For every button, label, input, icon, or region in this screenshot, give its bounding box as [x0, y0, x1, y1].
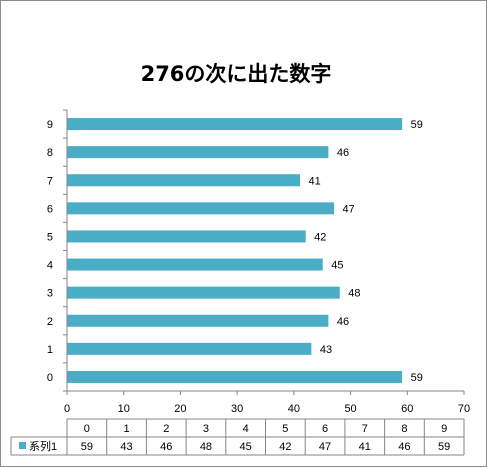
x-tick-label: 20	[174, 403, 186, 415]
bar	[67, 258, 323, 271]
data-label: 47	[343, 203, 355, 215]
bar	[67, 174, 301, 187]
bar	[67, 314, 329, 327]
bar	[67, 370, 403, 383]
table-header-cell: 0	[84, 423, 90, 435]
table-value-cell: 41	[359, 441, 371, 453]
table-header-cell: 9	[441, 423, 447, 435]
bar	[67, 342, 312, 355]
table-header-cell: 8	[401, 423, 407, 435]
data-label: 59	[411, 372, 423, 384]
bar	[67, 118, 403, 131]
y-tick-label: 3	[47, 288, 53, 300]
table-value-cell: 48	[200, 441, 212, 453]
table-header-cell: 7	[362, 423, 368, 435]
legend-series-name: 系列1	[29, 439, 57, 453]
data-label: 42	[314, 231, 326, 243]
table-value-cell: 42	[279, 441, 291, 453]
x-tick-label: 0	[64, 403, 70, 415]
data-label: 43	[320, 344, 332, 356]
table-header-cell: 2	[163, 423, 169, 435]
bar	[67, 286, 340, 299]
y-tick-label: 7	[47, 175, 53, 187]
table-value-cell: 43	[120, 441, 132, 453]
data-label: 45	[331, 260, 343, 272]
bar	[67, 146, 329, 159]
data-table: 0 59 1 43 2 46 3 48 4 45 5 42 6 47 7 41 8 46 9 59 系列1	[10, 418, 465, 456]
table-header-cell: 6	[322, 423, 328, 435]
y-tick-label: 5	[47, 231, 53, 243]
table-header-cell: 4	[243, 423, 249, 435]
table-header-cell: 3	[203, 423, 209, 435]
y-tick-label: 6	[47, 203, 53, 215]
y-tick-label: 9	[47, 119, 53, 131]
table-value-cell: 45	[240, 441, 252, 453]
data-label: 59	[411, 119, 423, 131]
bar	[67, 230, 306, 243]
bar	[67, 202, 335, 215]
x-tick-label: 70	[458, 403, 470, 415]
y-tick-label: 8	[47, 147, 53, 159]
x-tick-label: 50	[344, 403, 356, 415]
y-tick-label: 2	[47, 316, 53, 328]
data-label: 46	[337, 147, 349, 159]
y-tick-label: 1	[47, 344, 53, 356]
table-value-cell: 46	[398, 441, 410, 453]
table-value-cell: 47	[319, 441, 331, 453]
data-label: 48	[348, 288, 360, 300]
table-header-cell: 1	[123, 423, 129, 435]
table-value-cell: 46	[160, 441, 172, 453]
x-tick-label: 60	[401, 403, 413, 415]
table-value-cell: 59	[438, 441, 450, 453]
y-tick-label: 4	[47, 260, 53, 272]
data-label: 41	[309, 175, 321, 187]
x-tick-label: 10	[118, 403, 130, 415]
chart-title: 276の次に出た数字	[141, 62, 332, 86]
x-tick-label: 40	[288, 403, 300, 415]
table-value-cell: 59	[81, 441, 93, 453]
x-tick-label: 30	[231, 403, 243, 415]
data-label: 46	[337, 316, 349, 328]
table-header-cell: 5	[282, 423, 288, 435]
y-tick-label: 0	[47, 372, 53, 384]
legend-swatch	[19, 442, 26, 449]
